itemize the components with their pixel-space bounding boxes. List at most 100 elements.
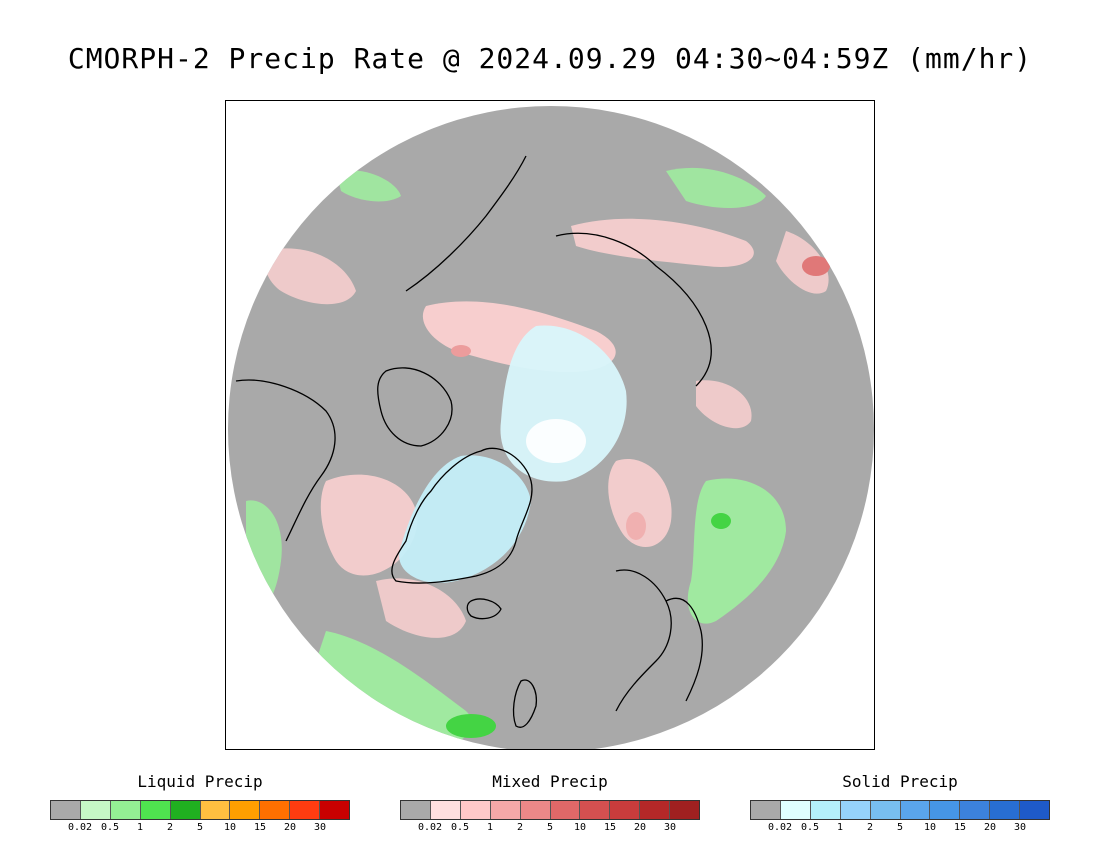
colorbar-swatch	[110, 801, 141, 819]
mixed-precip-core	[626, 512, 646, 540]
liquid-precip-area	[666, 167, 766, 208]
colorbar-swatch	[870, 801, 901, 819]
colorbar-swatch	[80, 801, 111, 819]
mixed-precip-core	[802, 256, 830, 276]
colorbar-swatch	[960, 801, 991, 819]
colorbar-tick-label: 30	[313, 822, 327, 833]
colorbar-swatch	[900, 801, 931, 819]
colorbar-tick-label: 20	[983, 822, 997, 833]
colorbar-tick-label: 0.5	[450, 822, 470, 833]
colorbar-swatch	[320, 801, 350, 819]
legend-title: Mixed Precip	[492, 772, 608, 791]
colorbar-swatch	[990, 801, 1021, 819]
mixed-precip-area	[608, 459, 672, 548]
colorbar-swatch	[140, 801, 171, 819]
colorbar	[750, 800, 1050, 820]
colorbar-ticks: 0.02 0.5 1 2 5 10 15 20 30	[400, 820, 700, 836]
alaska-siberia-coast	[405, 155, 527, 292]
iceland-coast	[466, 598, 502, 620]
legend-title: Liquid Precip	[137, 772, 263, 791]
mixed-precip-area	[571, 218, 754, 267]
colorbar-tick-label: 5	[196, 822, 204, 833]
colorbar-swatch	[200, 801, 231, 819]
colorbar-ticks: 0.02 0.5 1 2 5 10 15 20 30	[50, 820, 350, 836]
colorbar-tick-label: 10	[923, 822, 937, 833]
colorbar-swatch	[520, 801, 551, 819]
colorbar-tick-label: 2	[166, 822, 174, 833]
colorbar-swatch	[580, 801, 611, 819]
colorbar-swatch	[610, 801, 641, 819]
colorbar-tick-label: 15	[253, 822, 267, 833]
colorbar-swatch	[780, 801, 811, 819]
mixed-precip-area	[376, 578, 466, 638]
colorbar-tick-label: 10	[573, 822, 587, 833]
colorbar-swatch	[1020, 801, 1050, 819]
liquid-precip-area	[336, 170, 401, 202]
greenland-coast	[391, 447, 533, 584]
colorbar-swatch	[810, 801, 841, 819]
colorbar-swatch	[460, 801, 491, 819]
coastlines	[235, 155, 712, 728]
legend-liquid: Liquid Precip 0.02 0.5 1 2 5 10 15 20 30	[50, 772, 350, 836]
mixed-precip-core	[451, 345, 471, 357]
colorbar-swatch	[930, 801, 961, 819]
colorbar-tick-label: 2	[516, 822, 524, 833]
colorbar-tick-label: 0.5	[100, 822, 120, 833]
colorbar-swatch	[640, 801, 671, 819]
mixed-precip-area	[696, 380, 752, 429]
legend-solid: Solid Precip 0.02 0.5 1 2 5 10 15 20 30	[750, 772, 1050, 836]
colorbar-tick-label: 15	[603, 822, 617, 833]
colorbar-tick-label: 30	[663, 822, 677, 833]
siberia-coast	[555, 232, 712, 387]
canada-coast	[235, 379, 336, 542]
colorbar-swatch	[550, 801, 581, 819]
map-title: CMORPH-2 Precip Rate @ 2024.09.29 04:30~…	[67, 42, 1033, 75]
mixed-precip-area	[320, 474, 418, 576]
colorbar-tick-label: 0.02	[67, 822, 93, 833]
colorbar	[400, 800, 700, 820]
colorbar-swatch	[260, 801, 291, 819]
colorbar-swatch	[490, 801, 521, 819]
colorbar-tick-label: 5	[546, 822, 554, 833]
colorbar-tick-label: 0.02	[417, 822, 443, 833]
map-panel	[225, 100, 875, 750]
mixed-precip-area	[264, 248, 356, 305]
colorbar-swatch	[51, 801, 81, 819]
colorbar-swatch	[840, 801, 871, 819]
colorbar-tick-label: 0.02	[767, 822, 793, 833]
colorbar-swatch	[430, 801, 461, 819]
legend-title: Solid Precip	[842, 772, 958, 791]
colorbar-ticks: 0.02 0.5 1 2 5 10 15 20 30	[750, 820, 1050, 836]
europe-coast	[665, 597, 703, 702]
colorbar-tick-label: 0.5	[800, 822, 820, 833]
liquid-precip-area	[687, 478, 786, 624]
colorbar-swatch	[290, 801, 321, 819]
mixed-precip-area	[776, 231, 829, 294]
colorbar-swatch	[751, 801, 781, 819]
colorbar-tick-label: 1	[136, 822, 144, 833]
polar-map	[228, 106, 874, 749]
colorbar	[50, 800, 350, 820]
colorbar-tick-label: 2	[866, 822, 874, 833]
legend-mixed: Mixed Precip 0.02 0.5 1 2 5 10 15 20 30	[400, 772, 700, 836]
scandinavia-coast	[615, 569, 672, 712]
colorbar-tick-label: 20	[283, 822, 297, 833]
colorbar-swatch	[401, 801, 431, 819]
colorbar-tick-label: 1	[836, 822, 844, 833]
colorbar-swatch	[670, 801, 700, 819]
precip-overlays	[246, 167, 830, 749]
colorbar-swatch	[230, 801, 261, 819]
british-isles-coast	[512, 679, 537, 728]
colorbar-tick-label: 5	[896, 822, 904, 833]
liquid-precip-core	[446, 714, 496, 738]
colorbar-swatch	[170, 801, 201, 819]
colorbar-tick-label: 1	[486, 822, 494, 833]
solid-precip-core	[526, 419, 586, 463]
arctic-archipelago-coast	[377, 367, 453, 447]
liquid-precip-area	[316, 631, 473, 749]
solid-precip-area	[399, 455, 531, 583]
colorbar-tick-label: 15	[953, 822, 967, 833]
colorbar-tick-label: 30	[1013, 822, 1027, 833]
colorbar-tick-label: 20	[633, 822, 647, 833]
colorbar-tick-label: 10	[223, 822, 237, 833]
